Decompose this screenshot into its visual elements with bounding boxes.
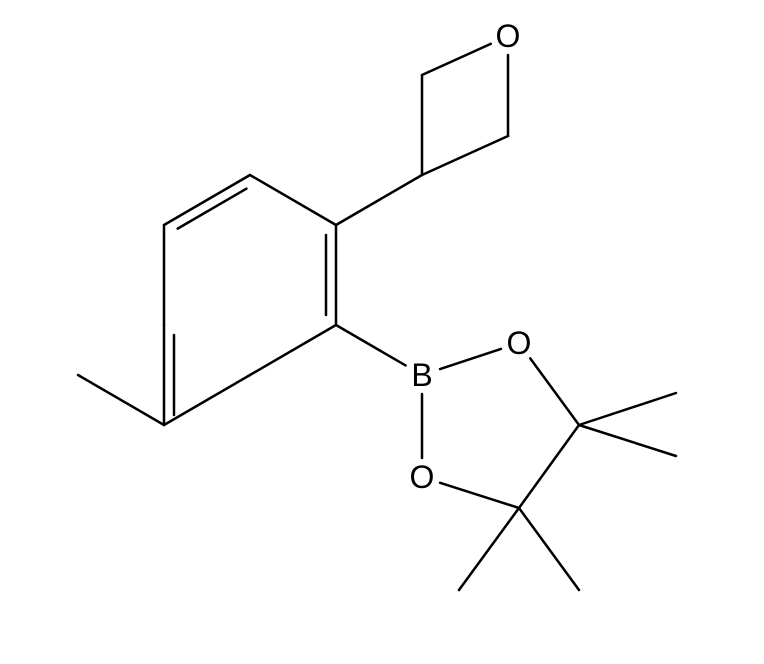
atom-o: O (496, 18, 521, 54)
atom-b: B (411, 357, 432, 393)
atom-o: O (507, 325, 532, 361)
atom-o: O (410, 459, 435, 495)
molecule-diagram: O B O O (0, 0, 764, 664)
